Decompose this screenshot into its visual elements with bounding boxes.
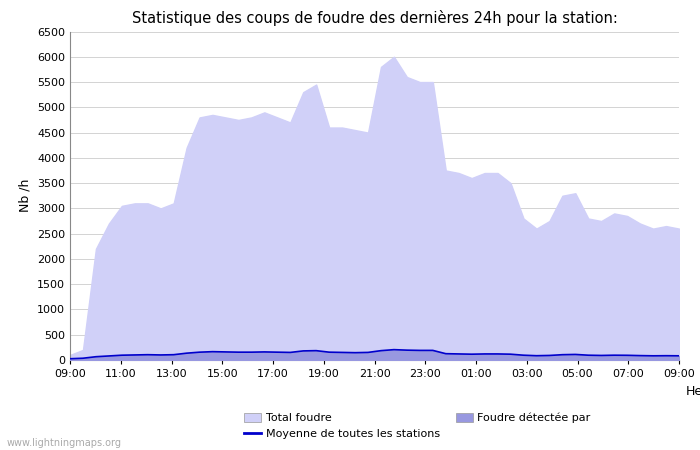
Text: Heure: Heure: [686, 385, 700, 398]
Title: Statistique des coups de foudre des dernières 24h pour la station:: Statistique des coups de foudre des dern…: [132, 10, 617, 26]
Legend: Total foudre, Moyenne de toutes les stations, Foudre détectée par: Total foudre, Moyenne de toutes les stat…: [240, 408, 595, 444]
Y-axis label: Nb /h: Nb /h: [18, 179, 32, 212]
Text: www.lightningmaps.org: www.lightningmaps.org: [7, 438, 122, 448]
